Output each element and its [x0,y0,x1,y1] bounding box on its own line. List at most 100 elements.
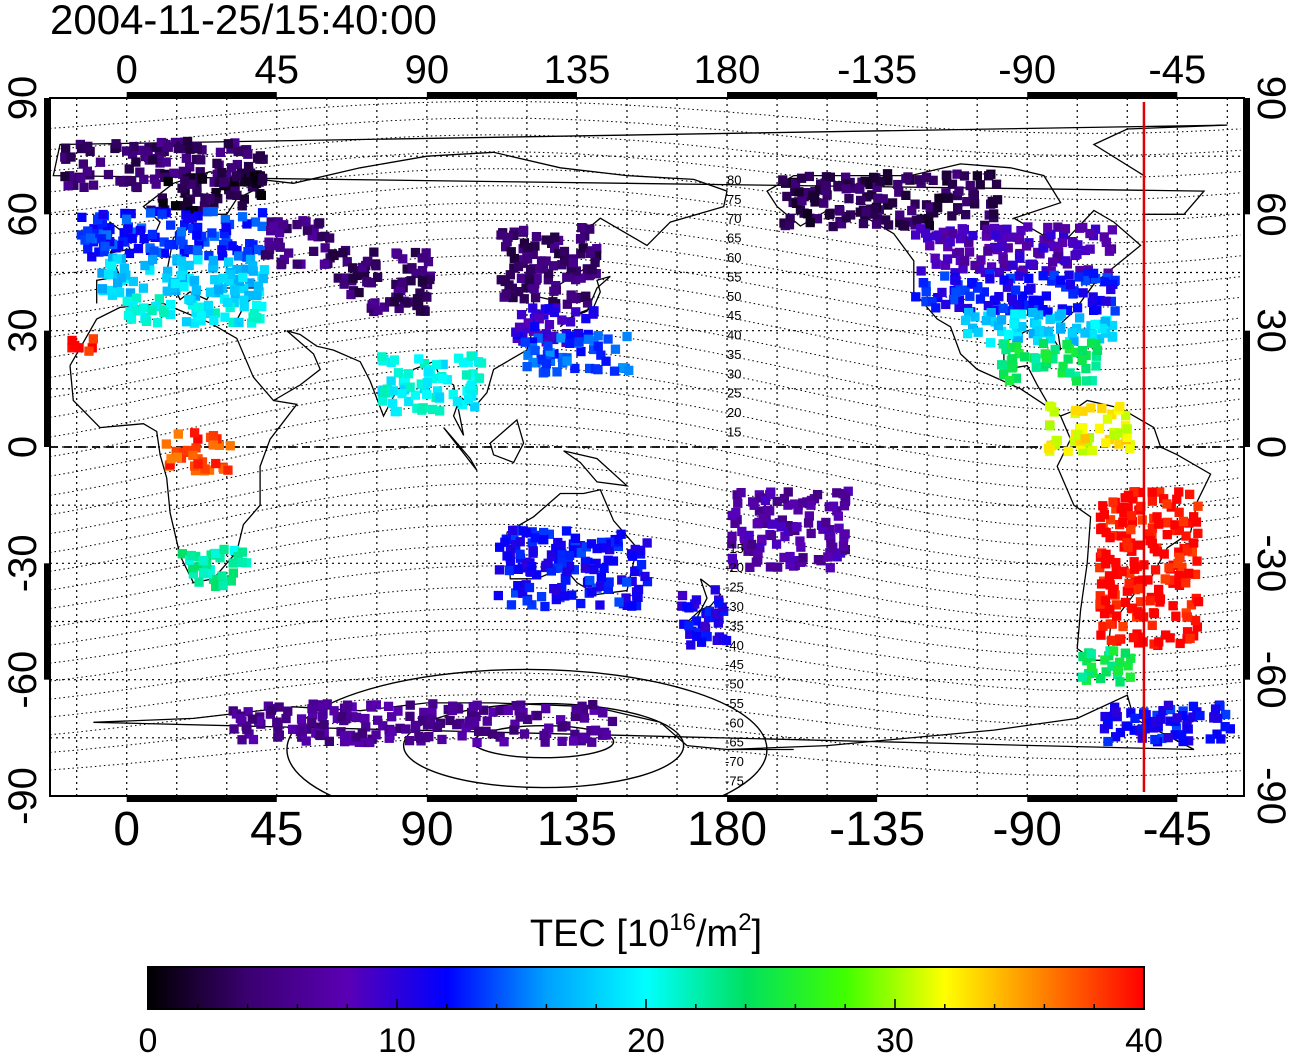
tec-cell [565,338,575,348]
tec-cell [581,291,591,301]
tec-cell [1054,311,1064,321]
tec-cell [952,169,962,179]
tec-cell [1084,669,1094,679]
tec-cell [237,212,248,222]
tec-cell [1101,549,1111,559]
mag-contour [50,716,1241,760]
tec-cell [225,441,235,451]
tec-cell [342,700,353,710]
tec-cell [522,243,532,253]
tec-cell [405,711,415,721]
tec-cell [805,217,815,228]
tec-cell [83,141,93,151]
tec-cell [749,500,759,510]
tec-cell [415,288,425,298]
tec-cell [161,439,171,449]
tec-cell [189,318,200,328]
tec-cell [213,194,223,204]
tec-cell [522,596,532,606]
tec-cell [562,566,572,577]
tec-cell [220,214,230,225]
tec-cell [251,178,261,188]
tec-cell [149,174,160,184]
tec-cell [176,227,187,237]
tec-cell [1088,292,1098,302]
tec-cell [377,352,387,362]
tec-cell [783,521,793,531]
mag-contour-label: 70 [727,211,741,226]
tec-cell [478,705,489,715]
colorbar-tick-label: 20 [627,1022,665,1057]
tec-cell [1190,615,1201,626]
tec-cell [1056,322,1066,332]
tec-cell [958,264,968,274]
tec-cell [85,233,96,243]
tec-cell [1129,725,1139,735]
tec-cell [419,707,429,718]
tec-cell [591,558,601,568]
tec-cell [1126,653,1136,663]
tec-cell [754,506,765,516]
bottom-tick-label: 180 [687,803,767,856]
mag-contour-label: 30 [727,366,741,381]
tec-cell [185,162,195,172]
mag-contour-label: -75 [725,773,744,788]
tec-cell [482,716,492,726]
tec-cell [198,556,208,566]
tec-cell [713,618,723,628]
tec-cell [1154,592,1164,602]
tec-cell [785,213,795,223]
left-tick-label: -60 [1,651,45,709]
tec-cell [239,302,249,312]
tec-cell [1133,607,1143,617]
tec-cell [247,318,257,328]
tec-cell [231,172,242,182]
tec-cell [223,139,233,149]
tec-cell [1135,583,1146,594]
tec-cell [1210,704,1221,714]
tec-cell [882,169,893,179]
tec-cell [244,290,254,301]
tec-cell [793,505,803,515]
tec-cell [540,737,550,747]
tec-cell [945,237,955,247]
tec-cell [84,346,94,356]
tec-cell [1049,270,1059,280]
tec-cell [1101,667,1111,677]
tec-cell [222,171,232,181]
tec-cell [170,137,181,148]
tec-cell [184,260,194,271]
tec-cell [177,183,187,193]
tec-cell [1127,517,1137,527]
tec-cell [156,137,166,148]
tec-cell [970,260,980,271]
tec-cell [583,334,593,344]
tec-cell [157,193,167,203]
tec-cell [986,308,996,318]
tec-cell [196,311,206,321]
tec-cell [1102,414,1113,424]
tec-cell [581,734,591,744]
tec-cell [412,300,422,311]
tec-cell [190,428,200,438]
tec-cell [1123,721,1133,731]
tec-cell [568,257,578,268]
tec-cell [679,619,689,629]
tec-cell [607,716,618,727]
tec-cell [804,511,814,521]
tec-cell [565,317,576,327]
tec-cell [1057,237,1067,248]
tec-cell [432,386,443,396]
tec-cell [1170,520,1180,530]
tec-cell [1105,580,1115,590]
tec-cell [570,729,580,739]
bottom-tick-label: 45 [250,803,303,856]
tec-cell [196,206,206,216]
tec-cell [538,262,548,272]
tec-cell [338,248,348,258]
tec-cell [530,345,540,356]
tec-cell [753,547,763,557]
tec-cell [910,199,920,209]
tec-cell [539,535,549,545]
tec-cell [1071,405,1081,416]
